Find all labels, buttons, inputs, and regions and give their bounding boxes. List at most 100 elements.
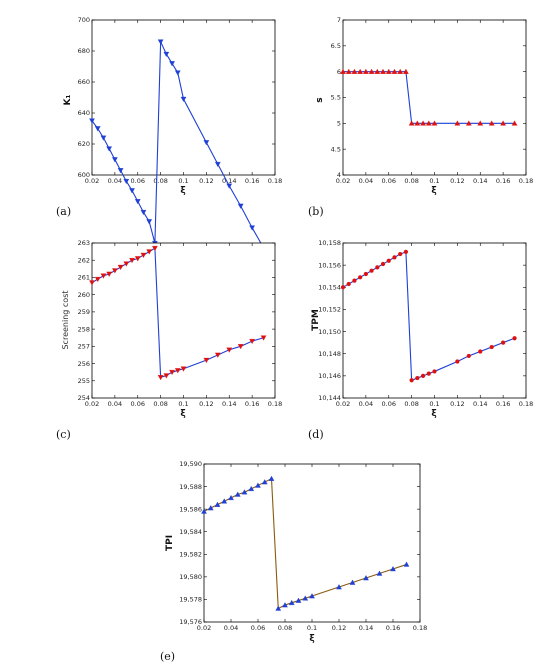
data-point [512,336,517,341]
ylabel-e: TPI [165,535,175,551]
data-point [146,249,153,255]
data-point [261,479,268,485]
x-tick-label: 0.1 [429,177,439,185]
data-point [112,157,118,163]
x-tick-label: 0.12 [450,400,464,408]
data-point [426,371,431,376]
ylabel-b: s [315,97,325,102]
data-point [260,335,267,341]
caption-c: (c) [56,428,71,441]
data-point [174,70,181,76]
panel-c: 0.02 0.04 0.06 0.08 0.1 0.12 0.14 0.16 0.18 254 25… [56,239,282,441]
y-tick-label: 19,582 [179,550,202,558]
data-point [357,68,364,74]
x-tick-label: 0.08 [153,400,167,408]
data-point [511,120,518,126]
axes-a: 0.02 0.04 0.06 0.08 0.1 0.12 0.14 0.16 0.18 600 62… [78,16,282,251]
data-point [346,281,351,287]
data-point [386,258,391,263]
data-point [391,68,398,74]
data-point [288,599,295,606]
x-tick-label: 0.04 [359,177,373,185]
data-point [477,120,484,126]
data-point [380,261,386,267]
x-tick-label: 0.1 [178,400,188,408]
data-point [221,498,228,504]
data-point [420,373,426,378]
data-point [351,68,358,74]
data-point [129,257,135,264]
data-point [117,264,124,271]
y-tick-label: 4.5 [331,145,341,153]
xlabel-c: ξ [180,409,185,419]
y-tick-label: 19,576 [179,618,202,626]
data-point [374,68,381,74]
x-tick-label: 0.12 [450,177,464,185]
y-tick-label: 5 [337,120,341,128]
axes-b: 0.02 0.04 0.06 0.08 0.1 0.12 0.14 0.16 0.18 4 4.5 5… [331,16,534,185]
y-tick-label: 259 [78,308,90,316]
data-point [340,68,346,74]
x-tick-label: 0.1 [178,177,188,185]
y-tick-label: 600 [78,171,90,179]
x-tick-label: 0.06 [131,177,145,185]
data-point [180,366,187,372]
caption-e: (e) [160,650,175,663]
data-point [140,209,147,216]
data-point [237,203,244,209]
data-point [237,344,244,350]
y-tick-label: 7 [337,16,341,24]
x-tick-label: 0.16 [496,177,510,185]
data-point [409,378,414,383]
data-point [94,126,101,132]
x-tick-label: 0.06 [382,177,396,185]
xlabel-d: ξ [431,409,436,419]
data-point [414,120,421,126]
data-point [420,120,426,126]
data-point [302,595,309,601]
data-point [336,584,342,590]
data-point [157,39,164,45]
data-point [241,489,248,495]
caption-d: (d) [308,428,324,441]
data-point [376,570,383,576]
data-point [226,347,233,353]
y-tick-label: 19,586 [179,505,202,513]
y-tick-label: 19,580 [179,573,202,581]
y-tick-label: 5.5 [331,94,341,102]
data-point [214,161,221,168]
data-point [117,168,124,174]
data-point [214,352,221,358]
data-point [248,485,255,492]
data-point [157,375,164,381]
data-point [349,579,356,585]
data-point [249,225,255,231]
data-point [123,261,130,267]
x-tick-label: 0.14 [473,177,487,185]
y-tick-label: 19,588 [179,483,202,491]
plot-area-b [342,19,527,176]
y-tick-label: 19,590 [179,460,202,468]
panel-a: 0.02 0.04 0.06 0.08 0.1 0.12 0.14 0.16 0.18 600 62… [56,16,282,251]
data-point [268,475,275,481]
x-tick-label: 0.02 [197,624,211,632]
x-tick-label: 0.08 [404,177,418,185]
y-tick-label: 4 [337,171,341,179]
data-point [214,501,221,507]
y-tick-label: 261 [78,274,90,282]
data-point [363,68,369,74]
data-point [465,120,472,126]
data-point [403,68,409,74]
data-point [228,494,234,501]
data-point [203,140,210,146]
x-tick-label: 0.08 [278,624,292,632]
data-point [234,491,241,497]
data-point [345,68,352,74]
data-point [489,344,494,350]
y-tick-label: 6 [337,68,341,76]
x-tick-label: 0.18 [519,400,533,408]
data-point [106,146,113,152]
data-point [112,268,118,274]
data-point [455,359,460,364]
